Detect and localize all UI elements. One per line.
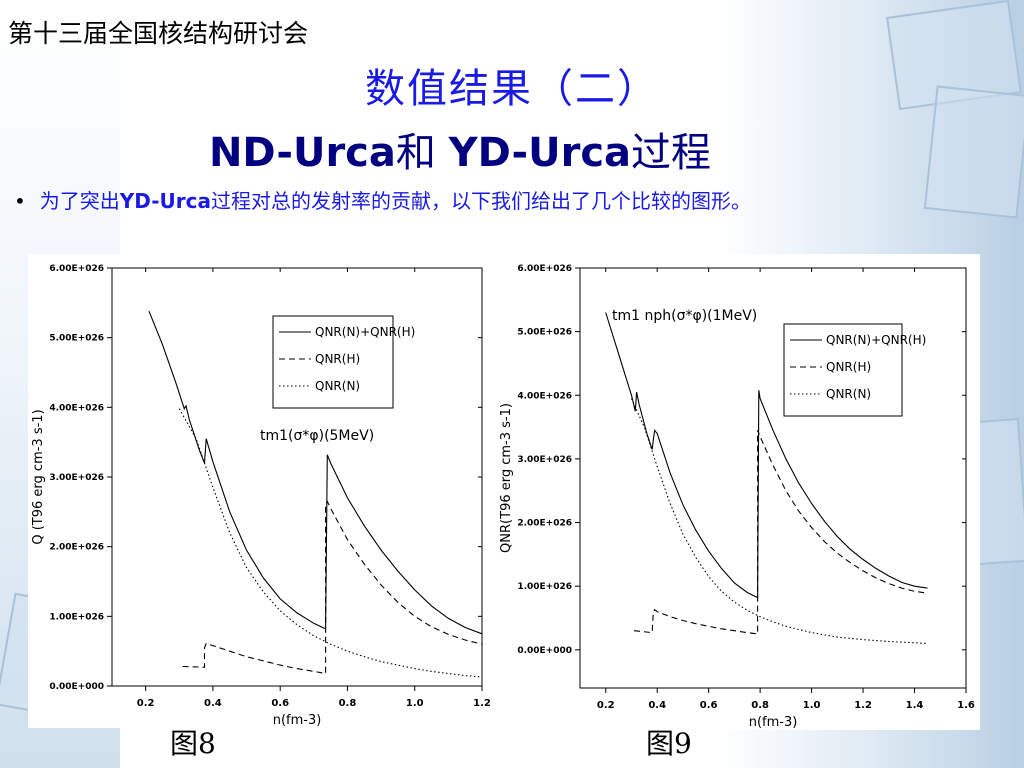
- x-tick-label: 1.2: [854, 700, 872, 711]
- series-line-1: [182, 500, 483, 675]
- y-tick-label: 4.00E+026: [517, 391, 572, 401]
- x-tick-label: 1.0: [406, 698, 424, 709]
- y-tick-label: 6.00E+026: [517, 264, 572, 274]
- chart-9-svg: 0.00E+000 1.00E+026 2.00E+026 3.00E+026 4.00…: [499, 264, 975, 730]
- slide-subtitle: ND-Urca和 YD-Urca过程: [0, 120, 920, 178]
- legend-entry: QNR(N)+QNR(H): [826, 333, 926, 347]
- series-line-2: [630, 398, 928, 645]
- y-tick-label: 3.00E+026: [49, 473, 104, 483]
- legend-entry: QNR(H): [826, 360, 871, 374]
- bullet-text: • 为了突出YD-Urca过程对总的发射率的贡献，以下我们给出了几个比较的图形。: [14, 186, 914, 216]
- y-tick-label: 5.00E+026: [49, 334, 104, 344]
- figure-label-9: 图9: [646, 727, 692, 760]
- legend-box: [272, 315, 394, 409]
- x-tick-label: 0.8: [339, 698, 357, 709]
- subtitle-process: 过程: [631, 130, 712, 176]
- x-tick-label: 0.8: [751, 700, 769, 711]
- plot-frame: [579, 267, 967, 689]
- series-line-2: [178, 408, 483, 678]
- legend-entry: QNR(H): [315, 352, 360, 366]
- x-tick-label: 0.6: [271, 698, 289, 709]
- bullet-pre: 为了突出: [39, 189, 120, 213]
- y-tick-label: 2.00E+026: [49, 543, 104, 553]
- series-line-0: [605, 312, 928, 599]
- y-axis-label: Q (T96 erg cm-3 s-1): [31, 409, 46, 544]
- bullet-dot: •: [14, 189, 26, 213]
- x-tick-label: 1.0: [803, 700, 821, 711]
- x-tick-label: 1.4: [906, 700, 924, 711]
- bullet-bold: YD-Urca: [119, 189, 212, 213]
- series-line-1: [633, 430, 928, 635]
- chart-figure-9: 0.00E+000 1.00E+026 2.00E+026 3.00E+026 4.00…: [494, 254, 980, 730]
- subtitle-yd-urca: YD-Urca: [448, 130, 632, 176]
- x-tick-label: 0.2: [597, 700, 615, 711]
- chart-annotation: tm1(σ*φ)(5MeV): [260, 428, 374, 444]
- x-axis-label: n(fm-3): [749, 715, 798, 730]
- x-tick-label: 0.6: [700, 700, 718, 711]
- x-tick-label: 1.6: [957, 700, 975, 711]
- legend-entry: QNR(N)+QNR(H): [315, 325, 415, 339]
- subtitle-and: 和: [395, 130, 449, 176]
- slide-title: 数值结果（二）: [365, 66, 659, 112]
- chart-annotation: tm1 nph(σ*φ)(1MeV): [612, 308, 757, 324]
- bullet-post: 过程对总的发射率的贡献，以下我们给出了几个比较的图形。: [211, 189, 752, 213]
- figure-label-8: 图8: [170, 727, 216, 760]
- conference-title: 第十三届全国核结构研讨会: [8, 19, 309, 48]
- series-line-0: [148, 310, 483, 635]
- y-tick-label: 3.00E+026: [517, 455, 572, 465]
- x-axis-label: n(fm-3): [273, 713, 322, 728]
- x-tick-label: 0.4: [648, 700, 666, 711]
- y-tick-label: 1.00E+026: [49, 612, 104, 622]
- x-tick-label: 1.2: [473, 698, 491, 709]
- legend-entry: QNR(N): [315, 379, 360, 393]
- x-tick-label: 0.4: [204, 698, 222, 709]
- y-tick-label: 5.00E+026: [517, 328, 572, 338]
- legend-box: [783, 323, 903, 417]
- subtitle-nd-urca: ND-Urca: [208, 130, 396, 176]
- y-axis-label: QNR(T96 erg cm-3 s-1): [499, 403, 514, 553]
- y-tick-label: 4.00E+026: [49, 403, 104, 413]
- legend-entry: QNR(N): [826, 387, 871, 401]
- y-tick-label: 2.00E+026: [517, 519, 572, 529]
- y-tick-label: 1.00E+026: [517, 582, 572, 592]
- chart-8-svg: 0.00E+000 1.00E+026 2.00E+026 3.00E+026 4.00…: [31, 264, 491, 728]
- chart-figure-8: 0.00E+000 1.00E+026 2.00E+026 3.00E+026 4.00…: [28, 254, 498, 728]
- y-tick-label: 0.00E+000: [49, 682, 104, 692]
- y-tick-label: 0.00E+000: [517, 646, 572, 656]
- x-tick-label: 0.2: [137, 698, 155, 709]
- y-tick-label: 6.00E+026: [49, 264, 104, 274]
